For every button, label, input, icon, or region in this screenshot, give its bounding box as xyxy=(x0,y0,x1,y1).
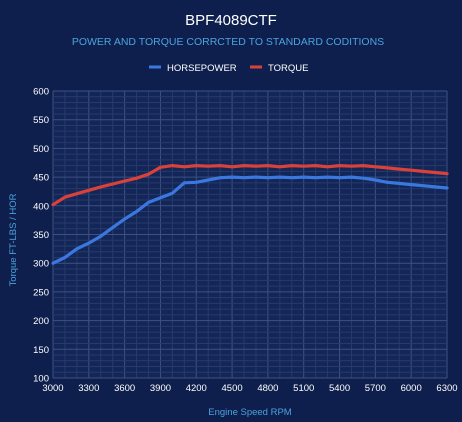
x-tick-label: 3300 xyxy=(78,383,99,394)
x-axis-label: Engine Speed RPM xyxy=(208,407,292,418)
legend-item-torque[interactable]: TORQUE xyxy=(250,63,308,74)
y-tick-label: 300 xyxy=(33,259,49,270)
y-tick-label: 600 xyxy=(33,87,49,98)
chart-title: BPF4089CTF xyxy=(185,12,277,29)
y-axis-label: Torque FT-LBS / HOR xyxy=(8,193,19,286)
x-tick-label: 5100 xyxy=(293,383,314,394)
x-tick-label: 3900 xyxy=(150,383,171,394)
grid xyxy=(52,90,448,379)
series-line-horsepower xyxy=(51,175,449,265)
y-tick-label: 250 xyxy=(33,287,49,298)
x-tick-label: 5700 xyxy=(365,383,386,394)
legend-item-horsepower[interactable]: HORSEPOWER xyxy=(149,63,237,74)
legend: HORSEPOWER TORQUE xyxy=(149,63,308,74)
x-tick-label: 4200 xyxy=(186,383,207,394)
y-axis-ticks: 100 150 200 250 300 350 400 450 500 550 600 xyxy=(33,87,49,385)
x-tick-label: 6300 xyxy=(436,383,457,394)
series-lines xyxy=(51,164,449,265)
y-tick-label: 550 xyxy=(33,115,49,126)
x-tick-label: 3600 xyxy=(114,383,135,394)
x-tick-label: 6000 xyxy=(401,383,422,394)
y-tick-label: 200 xyxy=(33,316,49,327)
y-tick-label: 150 xyxy=(33,345,49,356)
x-tick-label: 3000 xyxy=(42,383,63,394)
legend-label-torque: TORQUE xyxy=(268,63,308,74)
y-tick-label: 350 xyxy=(33,230,49,241)
y-tick-label: 100 xyxy=(33,374,49,385)
legend-label-horsepower: HORSEPOWER xyxy=(167,63,237,74)
chart-subtitle: POWER AND TORQUE CORRCTED TO STANDARD CO… xyxy=(72,36,384,48)
x-tick-label: 4800 xyxy=(257,383,278,394)
y-tick-label: 400 xyxy=(33,201,49,212)
x-tick-label: 5400 xyxy=(329,383,350,394)
series-line-torque xyxy=(51,164,449,207)
y-tick-label: 450 xyxy=(33,173,49,184)
y-tick-label: 500 xyxy=(33,144,49,155)
x-axis-ticks: 3000 3300 3600 3900 4200 4500 4800 5100 5400 5700… xyxy=(42,383,457,394)
x-tick-label: 4500 xyxy=(222,383,243,394)
